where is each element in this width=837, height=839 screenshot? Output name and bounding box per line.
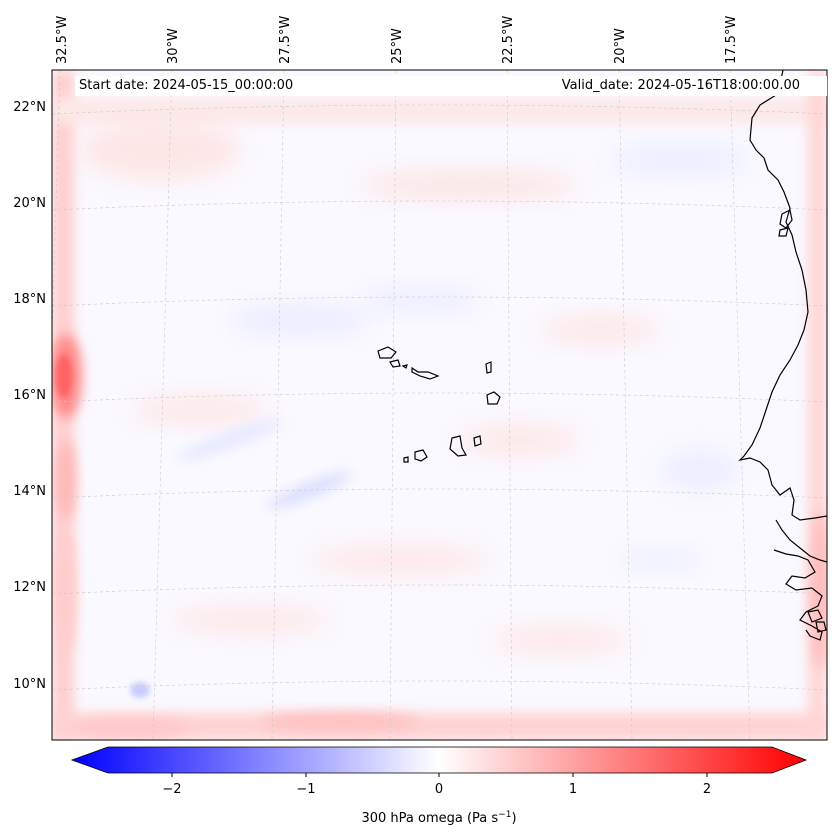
lat-label: 18°N	[13, 292, 46, 307]
colorbar-tick-label: 0	[435, 782, 443, 797]
gridline-lat-20	[52, 200, 827, 211]
colorbar-title-suffix: )	[511, 811, 516, 826]
west-secondary-maximum	[56, 440, 76, 520]
colorbar-title: 300 hPa omega (Pa s−1)	[361, 810, 516, 826]
interior-negative-patch	[660, 450, 740, 490]
colorbar-body	[70, 746, 808, 774]
gridlines	[52, 70, 827, 740]
cape-verde-islands	[377, 346, 501, 463]
gridline-lat-18	[52, 296, 827, 307]
interior-negative-spot	[130, 682, 150, 698]
gridline-lon-30	[152, 70, 173, 740]
interior-positive-patch	[170, 606, 330, 634]
gridline-lon-25	[389, 70, 397, 740]
lat-label: 22°N	[13, 100, 46, 115]
interior-positive-patch	[310, 544, 490, 576]
island-brava	[403, 456, 409, 463]
west-maximum-core	[56, 354, 72, 398]
island-boa-vista	[486, 391, 501, 405]
lat-label: 12°N	[13, 580, 46, 595]
latitude-labels: 22°N 20°N 18°N 16°N 14°N 12°N 10°N	[13, 100, 46, 692]
interior-negative-patch	[610, 144, 750, 176]
south-maximum	[260, 712, 420, 732]
colorbar-title-exponent: −1	[498, 810, 511, 820]
gridline-lon-22-5	[506, 70, 513, 740]
colorbar-tick-label: −1	[296, 782, 315, 797]
island-santiago	[449, 435, 467, 457]
colorbar-tick-label: 1	[569, 782, 577, 797]
west-lower-band	[56, 530, 76, 650]
valid-date-label: Valid_date: 2024-05-16T18:00:00.00	[561, 78, 800, 93]
lat-label: 10°N	[13, 677, 46, 692]
interior-negative-patch	[230, 306, 370, 334]
lon-label: 17.5°W	[724, 16, 739, 64]
coast-island-d	[815, 621, 827, 633]
interior-positive-patch	[490, 626, 630, 654]
island-santo-antao	[377, 346, 397, 359]
interior-positive-patch	[540, 316, 660, 344]
east-lower-band	[810, 510, 827, 670]
coast-gambia-segment	[773, 549, 823, 641]
gridline-lon-27-5	[271, 70, 285, 740]
lat-label: 16°N	[13, 388, 46, 403]
island-santa-luzia	[401, 364, 408, 369]
gridline-lat-14	[52, 488, 827, 499]
interior-positive-patch	[360, 171, 580, 199]
gridline-lat-12	[52, 584, 827, 595]
colorbar-tick-label: −2	[162, 782, 181, 797]
gridline-lat-16	[52, 392, 827, 403]
lat-label: 14°N	[13, 484, 46, 499]
coast-gulf-segment	[775, 519, 827, 563]
lon-label: 20°W	[613, 28, 628, 64]
lat-label: 20°N	[13, 196, 46, 211]
island-sao-vicente	[389, 359, 401, 368]
interior-negative-patch	[360, 288, 480, 312]
map-frame	[51, 69, 828, 741]
gridline-lat-22	[52, 104, 827, 115]
lon-label: 22.5°W	[501, 16, 516, 64]
header-strip: Start date: 2024-05-15_00:00:00 Valid_da…	[75, 76, 827, 96]
map-panel	[52, 70, 827, 740]
island-maio	[473, 435, 482, 447]
start-date-label: Start date: 2024-05-15_00:00:00	[79, 78, 294, 93]
lon-label: 27.5°W	[278, 16, 293, 64]
african-coastline	[738, 70, 827, 521]
colorbar: −2 −1 0 1 2 300 hPa omega (Pa s−1)	[70, 746, 808, 826]
coastline	[738, 70, 827, 641]
coast-island-c	[807, 609, 823, 623]
south-west-maximum	[70, 718, 190, 738]
gridline-lon-20	[618, 70, 633, 740]
coast-island-b	[778, 227, 789, 237]
interior-positive-patch	[460, 424, 580, 456]
interior-positive-patch	[130, 396, 270, 424]
interior-negative-patch	[620, 550, 700, 570]
colorbar-tick-label: 2	[703, 782, 711, 797]
island-sao-nicolau	[411, 366, 440, 380]
longitude-labels: 32.5°W 30°W 27.5°W 25°W 22.5°W 20°W 17.5…	[55, 16, 739, 64]
island-sal	[485, 361, 492, 374]
omega-field	[52, 70, 827, 740]
coast-island-a	[779, 209, 793, 229]
gridline-lat-10	[52, 680, 827, 691]
lon-label: 32.5°W	[55, 16, 70, 64]
gridline-lon-17-5	[729, 70, 751, 740]
colorbar-title-text: 300 hPa omega (Pa s	[361, 811, 498, 826]
north-border-band	[52, 98, 827, 124]
interior-negative-streak	[178, 419, 282, 461]
interior-positive-patch	[80, 120, 240, 180]
lon-label: 25°W	[390, 28, 405, 64]
lon-label: 30°W	[166, 28, 181, 64]
island-fogo	[414, 449, 428, 462]
